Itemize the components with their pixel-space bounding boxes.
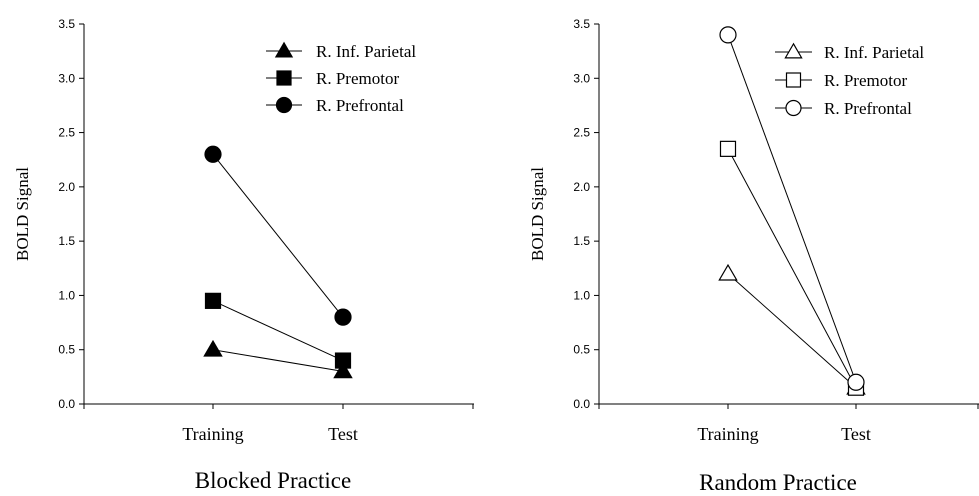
y-tick-label: 2.0 — [573, 180, 590, 194]
legend-label: R. Inf. Parietal — [316, 42, 416, 61]
legend-marker-triangle — [274, 41, 294, 58]
data-point-circle — [334, 308, 352, 326]
legend: R. Inf. Parietal R. Premotor R. Prefrontal — [775, 42, 924, 118]
data-point-square — [334, 352, 352, 369]
chart-title: Random Practice — [699, 470, 857, 495]
y-tick-label: 1.5 — [58, 234, 75, 248]
y-tick-label: 2.0 — [58, 180, 75, 194]
series-line-circle — [212, 153, 344, 318]
data-point-triangle — [333, 361, 353, 379]
y-tick-label: 3.5 — [58, 17, 75, 31]
y-tick-label: 1.0 — [573, 288, 590, 302]
data-point-triangle — [203, 339, 223, 357]
legend-marker-circle — [785, 99, 802, 117]
chart-panel-2: 0.0 0.5 1.0 1.5 2.0 2.5 3.0 3.5 Training Test BOLD… — [528, 17, 979, 495]
x-tick-label: Test — [841, 424, 871, 444]
y-axis-title: BOLD Signal — [528, 167, 547, 261]
y-tick-label: 1.0 — [58, 288, 75, 302]
data-point-triangle — [718, 263, 738, 281]
y-axis-title: BOLD Signal — [13, 167, 32, 261]
x-tick-label: Training — [697, 424, 758, 444]
chart-panel-1: 0.0 0.5 1.0 1.5 2.0 2.5 3.0 3.5 Training Test BOLD… — [13, 17, 474, 493]
data-point-circle — [204, 145, 222, 163]
y-tick-label: 1.5 — [573, 234, 590, 248]
y-tick-label: 3.5 — [573, 17, 590, 31]
series-line-square — [212, 300, 344, 362]
y-tick-label: 3.0 — [573, 71, 590, 85]
y-tick-label: 0.5 — [58, 343, 75, 357]
legend: R. Inf. Parietal R. Premotor R. Prefrontal — [266, 41, 416, 115]
data-point-square — [719, 140, 737, 157]
series-line-triangle — [727, 273, 857, 389]
series-line-square — [727, 148, 857, 388]
y-tick-label: 0.0 — [573, 397, 590, 411]
legend-marker-circle — [275, 96, 293, 114]
legend-label: R. Inf. Parietal — [824, 43, 924, 62]
data-point-circle — [847, 373, 865, 391]
x-tick-label: Training — [182, 424, 243, 444]
chart-title: Blocked Practice — [195, 468, 351, 493]
data-point-circle — [719, 26, 737, 44]
series-line-triangle — [212, 349, 344, 372]
legend-label: R. Prefrontal — [316, 96, 404, 115]
series-line-circle — [727, 34, 857, 383]
legend-marker-triangle — [784, 42, 803, 59]
y-tick-label: 3.0 — [58, 71, 75, 85]
data-point-square — [204, 292, 222, 309]
y-tick-label: 2.5 — [573, 126, 590, 140]
y-tick-label: 2.5 — [58, 126, 75, 140]
y-tick-label: 0.5 — [573, 343, 590, 357]
legend-marker-square — [276, 70, 292, 86]
x-tick-label: Test — [328, 424, 358, 444]
y-tick-label: 0.0 — [58, 397, 75, 411]
legend-label: R. Prefrontal — [824, 99, 912, 118]
legend-marker-square — [785, 72, 802, 88]
legend-label: R. Premotor — [824, 71, 907, 90]
legend-label: R. Premotor — [316, 69, 399, 88]
